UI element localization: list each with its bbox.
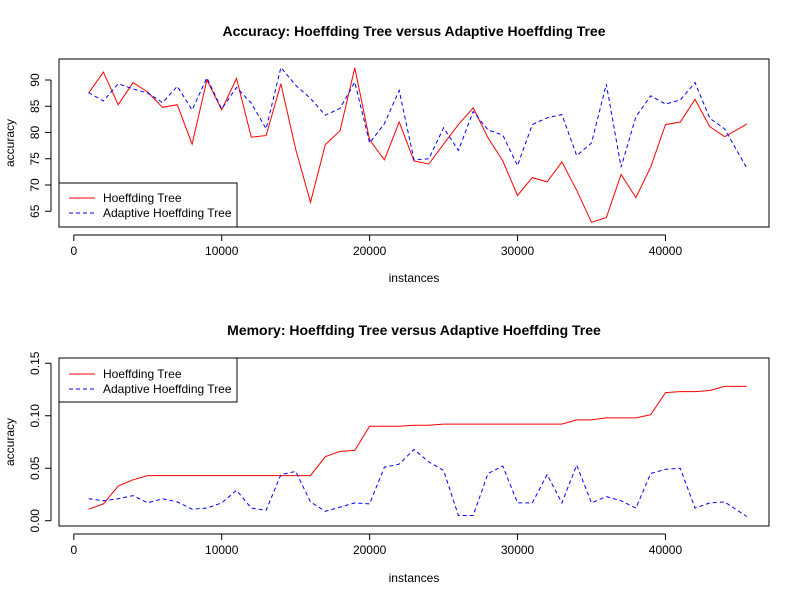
accuracy-y-axis-label: accuracy — [3, 119, 17, 167]
accuracy-x-tick-label: 40000 — [649, 244, 683, 258]
memory-plot-frame — [58, 357, 770, 527]
accuracy-y-tick-label: 85 — [28, 99, 42, 113]
memory-legend-box — [58, 357, 238, 403]
memory-x-tick-label: 40000 — [649, 543, 683, 557]
accuracy-y-tick-label: 70 — [28, 178, 42, 192]
accuracy-plot-frame — [58, 58, 770, 228]
memory-series-adaptive-hoeffding-tree-line — [88, 448, 748, 517]
memory-legend-label-hoeffding: Hoeffding Tree — [103, 367, 182, 381]
accuracy-x-tick-label: 20000 — [353, 244, 387, 258]
accuracy-y-tick-label: 65 — [28, 204, 42, 218]
accuracy-legend-label-hoeffding: Hoeffding Tree — [103, 191, 182, 205]
accuracy-series-hoeffding-tree-line — [88, 67, 748, 223]
memory-panel: Memory: Hoeffding Tree versus Adaptive H… — [3, 322, 770, 585]
memory-x-tick-label: 10000 — [205, 543, 239, 557]
accuracy-series-group — [88, 66, 748, 223]
memory-series-group — [88, 385, 748, 517]
accuracy-y-tick-label: 90 — [28, 73, 42, 87]
accuracy-x-tick-label: 10000 — [205, 244, 239, 258]
memory-x-tick-label: 0 — [70, 543, 77, 557]
memory-x-axis-label: instances — [389, 571, 440, 585]
accuracy-legend-box — [58, 182, 238, 228]
memory-y-axis-label: accuracy — [3, 418, 17, 466]
memory-x-axis: 0 10000 20000 30000 40000 — [70, 533, 683, 557]
accuracy-y-tick-label: 80 — [28, 126, 42, 140]
accuracy-y-tick-label: 75 — [28, 152, 42, 166]
memory-series-hoeffding-tree-line — [88, 385, 747, 510]
memory-legend-label-adaptive: Adaptive Hoeffding Tree — [103, 382, 232, 396]
accuracy-legend: Hoeffding Tree Adaptive Hoeffding Tree — [58, 182, 238, 228]
memory-y-tick-label: 0.10 — [28, 404, 42, 428]
accuracy-chart-title: Accuracy: Hoeffding Tree versus Adaptive… — [222, 23, 605, 39]
memory-x-tick-label: 20000 — [353, 543, 387, 557]
memory-y-tick-label: 0.05 — [28, 456, 42, 480]
memory-y-axis: 0.00 0.05 0.10 0.15 — [28, 351, 52, 533]
accuracy-series-adaptive-hoeffding-tree-line — [88, 66, 748, 169]
accuracy-legend-label-adaptive: Adaptive Hoeffding Tree — [103, 206, 232, 220]
memory-chart-title: Memory: Hoeffding Tree versus Adaptive H… — [227, 322, 601, 338]
memory-y-tick-label: 0.00 — [28, 509, 42, 533]
accuracy-x-axis-label: instances — [389, 271, 440, 285]
accuracy-x-tick-label: 0 — [70, 244, 77, 258]
memory-legend: Hoeffding Tree Adaptive Hoeffding Tree — [58, 357, 238, 403]
accuracy-y-axis: 65 70 75 80 85 90 — [28, 73, 52, 218]
memory-x-tick-label: 30000 — [501, 543, 535, 557]
memory-y-tick-label: 0.15 — [28, 351, 42, 375]
accuracy-x-axis: 0 10000 20000 30000 40000 — [70, 234, 683, 258]
accuracy-panel: Accuracy: Hoeffding Tree versus Adaptive… — [3, 23, 770, 285]
accuracy-x-tick-label: 30000 — [501, 244, 535, 258]
